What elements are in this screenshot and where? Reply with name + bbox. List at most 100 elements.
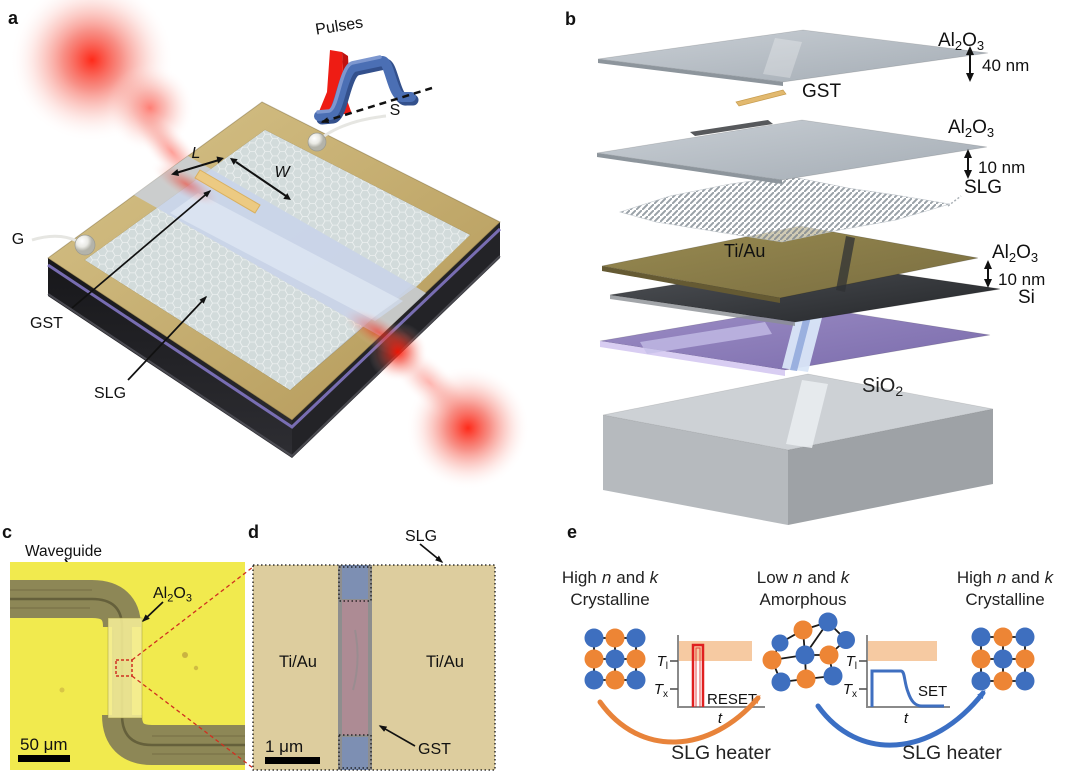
- output-laser-beam: [368, 322, 530, 490]
- layer-si: [599, 305, 991, 376]
- gate-label: G: [12, 231, 24, 248]
- t-melt-label-reset: Tl: [657, 653, 668, 672]
- amorphous-lattice: [762, 612, 855, 692]
- reset-label: RESET: [707, 691, 757, 708]
- amorphization-arrow: [597, 694, 761, 745]
- tiau-right-label: Ti/Au: [426, 653, 464, 671]
- thickness-40nm-label: 40 nm: [982, 56, 1029, 75]
- t-melt-label-set: Tl: [846, 653, 857, 672]
- set-pulse-trace: [870, 669, 944, 708]
- state-3-heading: High n and k: [957, 568, 1055, 587]
- source-label: S: [390, 102, 401, 119]
- dust-speck: [193, 665, 199, 671]
- dust-speck: [59, 687, 65, 693]
- t-cryst-label-reset: Tx: [654, 681, 668, 700]
- reset-pulse-plot: Tl Tx RESET t: [654, 635, 765, 727]
- sem-waveguide-bottom-blue: [342, 737, 368, 770]
- thickness-10nm-bottom-label: 10 nm: [998, 270, 1045, 289]
- slg-heater-right-label: SLG heater: [902, 742, 1002, 764]
- sio2-layer-label: SiO2: [862, 375, 903, 399]
- layer-slg-mesh: [618, 175, 951, 243]
- al2o3-mid-label: Al2O3: [948, 117, 994, 140]
- layer-tiau: [601, 225, 979, 303]
- panel-b-layer-stack: b Al2O3 40 nm GST Al2O3 10 nm SLG Ti/Au …: [565, 9, 1045, 525]
- slg-outline-dotted: [252, 564, 496, 771]
- reset-time-axis-label: t: [718, 710, 723, 727]
- sem-texture-line: [352, 629, 359, 691]
- scale-bar-c-label: 50 μm: [20, 735, 68, 754]
- graphene-pattern-left: [85, 208, 362, 390]
- state-1-heading: High n and k: [562, 568, 660, 587]
- gst-label-d: GST: [418, 741, 451, 758]
- length-label: L: [192, 145, 201, 162]
- gst-label: GST: [30, 315, 63, 332]
- scale-bar-d: [265, 757, 320, 764]
- sem-tiau-background: [253, 565, 495, 770]
- slg-outline-bottom-segment: [338, 734, 372, 769]
- crystalline-lattice-left: [584, 628, 646, 690]
- tiau-left-label: Ti/Au: [279, 653, 317, 671]
- set-pulse-blue-icon: [314, 55, 419, 125]
- slg-label-arrow: [127, 295, 208, 381]
- layer-al2o3-top: [597, 29, 989, 86]
- si-layer-label: Si: [1018, 287, 1035, 308]
- slg-label: SLG: [94, 385, 126, 402]
- graphene-pattern-right: [211, 130, 470, 287]
- state-2-phase: Amorphous: [760, 590, 847, 609]
- gate-contact: [31, 234, 96, 256]
- slg-label-arrow-d: [419, 543, 444, 563]
- panel-d-sem-closeup: d SLG Ti/Au Ti/Au GST 1 μm: [248, 522, 496, 771]
- gst-label-arrow-d: [378, 725, 416, 747]
- thickness-10nm-mid-label: 10 nm: [978, 158, 1025, 177]
- sem-waveguide-top-blue: [342, 565, 368, 599]
- waveguide-core: [170, 193, 403, 321]
- panel-e-label: e: [567, 522, 577, 542]
- melt-band: [867, 641, 937, 661]
- layer-al2o3-mid: [596, 119, 988, 184]
- al2o3-pad: [107, 617, 143, 719]
- thickness-arrow-10nm-mid: [964, 149, 972, 179]
- set-pulse-plot: Tl Tx SET t: [843, 635, 950, 727]
- panel-c-optical-micrograph: c Waveguide Al2O3 50 μm: [2, 522, 245, 770]
- crystalline-lattice-right: [971, 627, 1035, 691]
- state-3-phase: Crystalline: [965, 590, 1044, 609]
- chip-bottom-edge: [47, 255, 501, 458]
- slg-leader-line: [947, 195, 962, 207]
- t-cryst-label-set: Tx: [843, 681, 857, 700]
- slg-heater-left-label: SLG heater: [671, 742, 771, 764]
- scale-bar-d-label: 1 μm: [265, 737, 303, 756]
- gst-label-arrow: [71, 190, 212, 309]
- state-2-heading: Low n and k: [757, 568, 851, 587]
- tiau-layer-label: Ti/Au: [724, 241, 765, 261]
- dimension-arrow-L: [171, 156, 224, 176]
- reset-pulse-trace: [691, 643, 705, 707]
- layer-sio2: [602, 373, 994, 525]
- slg-label-d: SLG: [405, 528, 437, 545]
- layer-gst-strip: [735, 89, 787, 107]
- state-1-phase: Crystalline: [570, 590, 649, 609]
- al2o3-bottom-label: Al2O3: [992, 242, 1038, 265]
- panel-d-label: d: [248, 522, 259, 542]
- panel-e-switching-diagram: e High n and k Crystalline Low n and k Amorpho…: [562, 522, 1055, 764]
- chip-side-left: [48, 258, 292, 458]
- pulses-label: Pulses: [314, 14, 364, 38]
- slg-outline-top-segment: [338, 566, 372, 602]
- waveguide-label: Waveguide: [25, 543, 102, 560]
- buried-oxide-edge-line: [47, 227, 502, 429]
- sem-gst-strip: [342, 600, 368, 735]
- crystallization-arrow: [815, 689, 986, 748]
- melt-band: [678, 641, 752, 661]
- panel-b-label: b: [565, 9, 576, 29]
- dust-speck: [182, 652, 188, 658]
- thickness-arrow-10nm-bottom: [984, 260, 992, 288]
- gst-layer-label: GST: [802, 81, 841, 102]
- width-label: W: [274, 164, 291, 181]
- set-time-axis-label: t: [904, 710, 909, 727]
- panel-a-device-schematic: a Pulses S G L W GST SLG: [8, 0, 530, 490]
- slg-layer-label: SLG: [964, 177, 1002, 198]
- panel-a-label: a: [8, 8, 19, 28]
- scale-bar-c: [18, 755, 70, 762]
- source-contact: [307, 114, 387, 152]
- set-label: SET: [918, 683, 947, 700]
